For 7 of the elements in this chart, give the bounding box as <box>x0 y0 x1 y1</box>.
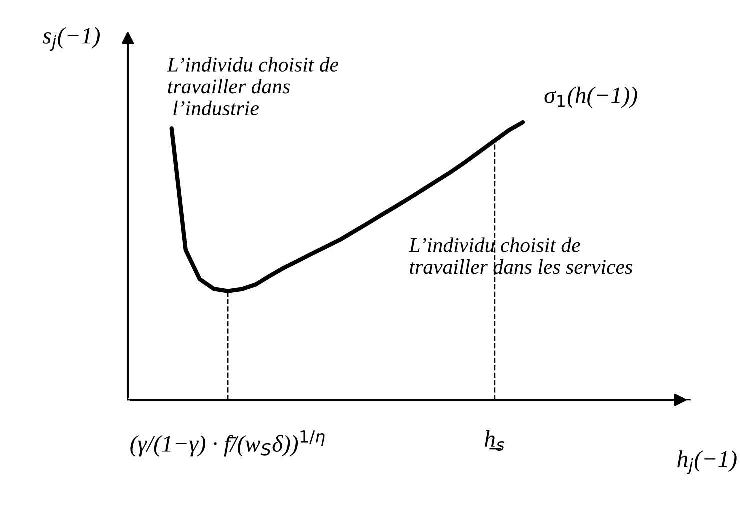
series-label: σ$_{1}$(h(−1)) <box>544 86 638 108</box>
text: L’individu choisit de travailler dans l’industrie <box>167 57 339 116</box>
y-axis-title: s$_{j}$(−1) <box>42 27 100 51</box>
x-tick-label: (γ/(1−γ) · f̄/(w$_{S}$δ))$^{1/η}$ <box>130 430 325 457</box>
annotation: L’individu choisit de travailler dans les services <box>408 238 633 274</box>
text: h$_{j}$(−1) <box>678 450 737 474</box>
x-tick-label: h̲$_{s}$ <box>485 430 504 451</box>
